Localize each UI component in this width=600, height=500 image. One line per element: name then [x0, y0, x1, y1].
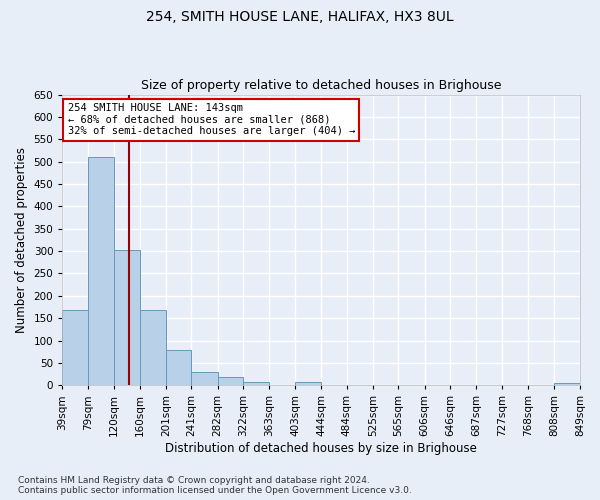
Bar [191, 372, 218, 386]
Text: 254, SMITH HOUSE LANE, HALIFAX, HX3 8UL: 254, SMITH HOUSE LANE, HALIFAX, HX3 8UL [146, 10, 454, 24]
Title: Size of property relative to detached houses in Brighouse: Size of property relative to detached ho… [141, 79, 502, 92]
Bar [243, 382, 269, 386]
Bar [62, 310, 88, 386]
X-axis label: Distribution of detached houses by size in Brighouse: Distribution of detached houses by size … [165, 442, 477, 455]
Bar [140, 310, 166, 386]
Bar [114, 250, 140, 386]
Text: Contains HM Land Registry data © Crown copyright and database right 2024.
Contai: Contains HM Land Registry data © Crown c… [18, 476, 412, 495]
Bar [166, 350, 191, 386]
Y-axis label: Number of detached properties: Number of detached properties [15, 147, 28, 333]
Bar [295, 382, 321, 386]
Bar [88, 157, 114, 386]
Bar [218, 377, 243, 386]
Text: 254 SMITH HOUSE LANE: 143sqm
← 68% of detached houses are smaller (868)
32% of s: 254 SMITH HOUSE LANE: 143sqm ← 68% of de… [68, 104, 355, 136]
Bar [554, 382, 580, 386]
